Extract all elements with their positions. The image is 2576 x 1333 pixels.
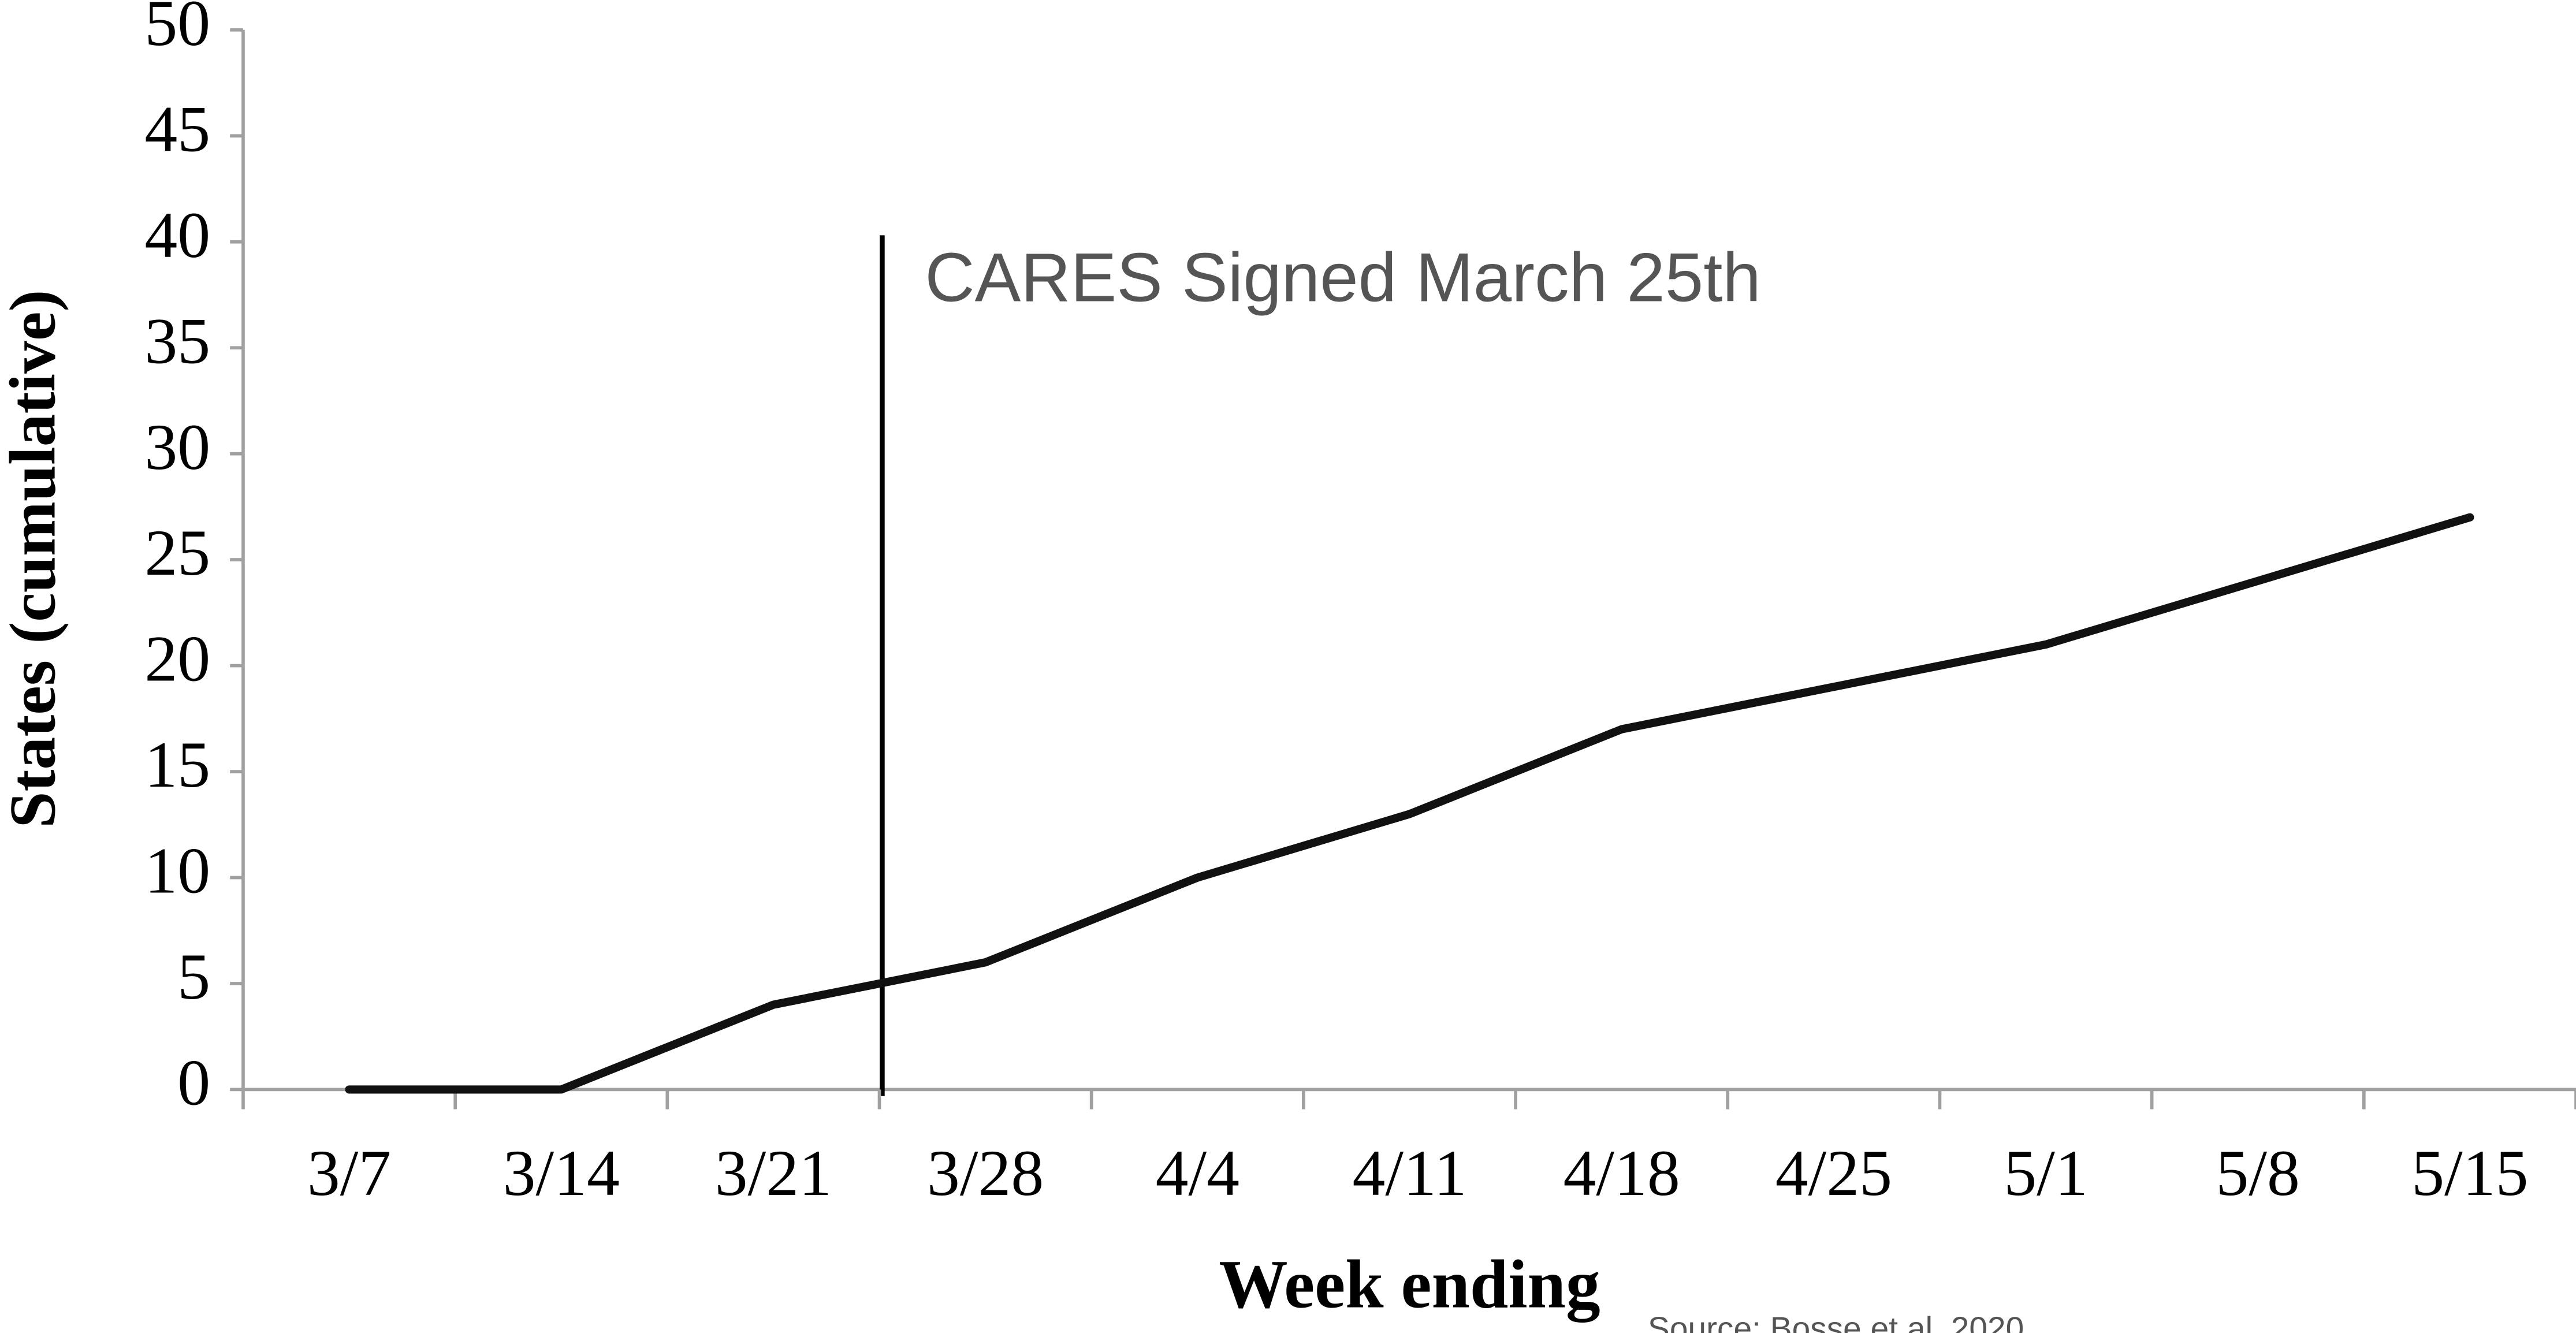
- y-tick-label: 50: [144, 0, 210, 59]
- y-tick-label: 35: [144, 304, 210, 377]
- x-tick-label: 4/11: [1352, 1137, 1466, 1209]
- y-tick-label: 0: [177, 1047, 210, 1119]
- y-tick-label: 30: [144, 411, 210, 483]
- y-axis-label: States (cumulative): [0, 290, 69, 828]
- x-tick-label: 3/21: [715, 1137, 832, 1209]
- x-axis-label: Week ending: [1219, 1246, 1600, 1323]
- data-line: [345, 513, 2474, 1094]
- y-tick-label: 15: [144, 728, 210, 801]
- x-tick-label: 4/18: [1564, 1137, 1680, 1209]
- y-tick-label: 40: [144, 199, 210, 271]
- x-tick-label: 3/14: [503, 1137, 620, 1209]
- y-tick-label: 25: [144, 516, 210, 589]
- x-tick-label: 5/1: [2004, 1137, 2087, 1209]
- y-tick-label: 20: [144, 623, 210, 695]
- y-tick-label: 5: [177, 940, 210, 1013]
- x-tick-label: 4/4: [1156, 1137, 1239, 1209]
- annotation: CARES Signed March 25th: [925, 239, 1760, 316]
- x-tick-label: 3/7: [307, 1137, 391, 1209]
- y-tick-label: 10: [144, 835, 210, 907]
- y-tick-label: 45: [144, 92, 210, 165]
- x-tick-label: 5/15: [2411, 1137, 2528, 1209]
- source: Source: Bosse et al. 2020: [1648, 1311, 2024, 1333]
- x-tick-label: 5/8: [2216, 1137, 2300, 1209]
- x-tick-label: 3/28: [927, 1137, 1044, 1209]
- x-tick-label: 4/25: [1775, 1137, 1892, 1209]
